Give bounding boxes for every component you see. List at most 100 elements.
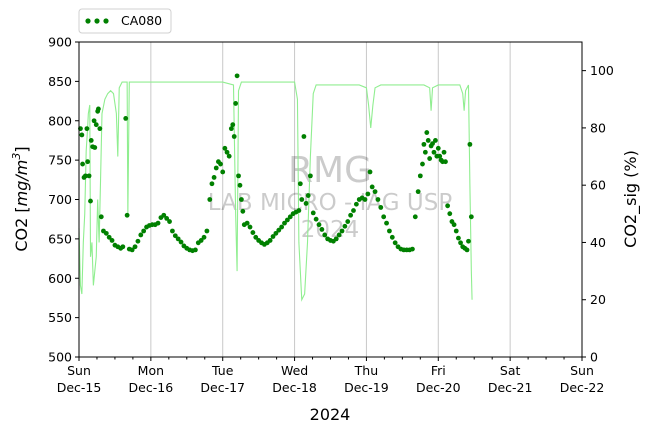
co2-point — [230, 122, 236, 128]
co2-point — [231, 134, 237, 139]
x-tick-label-date: Dec-18 — [272, 380, 317, 395]
co2-point — [410, 246, 415, 252]
co2-point — [220, 169, 226, 175]
co2-point — [424, 130, 430, 135]
co2-point — [284, 217, 290, 223]
co2-point — [164, 216, 170, 221]
co2-point — [351, 208, 356, 213]
co2-point — [445, 203, 451, 209]
co2-point — [250, 230, 256, 235]
co2-point — [375, 197, 381, 202]
watermark-line-2: LAB MICRO - IAG USP — [208, 190, 453, 216]
co2-point — [336, 232, 342, 238]
y-axis-title-prefix: CO2 [ — [12, 206, 31, 251]
co2-point — [233, 101, 239, 106]
y-axis-title-unit: mg/m — [12, 160, 31, 207]
co2-point — [417, 173, 423, 179]
co2-point — [247, 224, 253, 230]
legend-box — [78, 8, 172, 34]
co2-point — [97, 126, 103, 132]
co2-point — [431, 149, 437, 155]
co2-point — [422, 149, 428, 155]
co2-point — [297, 181, 303, 187]
co2-point — [316, 222, 322, 228]
co2-signal-line — [78, 81, 473, 302]
co2-point — [83, 173, 88, 179]
co2-point — [372, 189, 378, 195]
co2-point — [299, 197, 305, 202]
co2-point — [369, 184, 375, 190]
co2-point — [228, 126, 234, 132]
co2-point — [141, 228, 147, 234]
co2-point — [387, 228, 392, 234]
y-axis-title-exponent: 3 — [10, 153, 23, 160]
x-tick-label-day: Thu — [354, 363, 378, 378]
co2-point — [389, 234, 395, 240]
y-tick-label: 750 — [48, 153, 72, 168]
co2-point — [466, 238, 471, 244]
co2-point — [301, 134, 307, 139]
co2-point — [305, 193, 311, 198]
co2-point — [412, 214, 418, 220]
co2-point — [175, 236, 181, 242]
co2-point — [425, 138, 431, 143]
co2-point — [222, 145, 228, 151]
co2-point — [362, 197, 368, 202]
co2-point — [392, 240, 398, 246]
co2-point — [88, 198, 93, 204]
co2-point — [468, 214, 474, 220]
co2-point — [319, 227, 325, 232]
co2-point — [467, 141, 473, 147]
gridlines — [150, 42, 511, 357]
y2-tick-label: 40 — [590, 235, 606, 250]
co2-point — [109, 238, 115, 243]
co2-point — [103, 230, 109, 236]
co2-point — [135, 238, 141, 244]
co2-point — [209, 181, 215, 187]
y2-tick-label: 100 — [590, 63, 614, 78]
co2-point — [441, 149, 447, 155]
co2-point — [253, 234, 259, 240]
co2-point — [287, 214, 293, 220]
y-axis-title: CO2 [mg/m3] — [10, 146, 31, 251]
x-tick-label-day: Fri — [431, 363, 446, 378]
co2-point — [96, 106, 101, 112]
co2-point — [218, 161, 223, 167]
co2-point — [91, 118, 97, 124]
y2-tick-label: 20 — [590, 292, 606, 307]
co2-point — [303, 201, 309, 206]
co2-point — [384, 220, 389, 226]
co2-point — [443, 159, 448, 165]
co2-point — [167, 219, 172, 224]
co2-point — [339, 228, 345, 234]
co2-point — [239, 197, 244, 202]
co2-point — [427, 156, 433, 161]
co2-point — [367, 169, 373, 175]
co2-point — [433, 138, 438, 143]
co2-point — [430, 141, 435, 146]
co2-point — [342, 223, 348, 229]
y-tick-label: 550 — [48, 310, 72, 325]
y2-tick-label: 0 — [590, 350, 598, 365]
co2-point — [333, 236, 339, 242]
co2-point — [453, 228, 459, 234]
co2-point — [138, 232, 144, 238]
co2-point — [193, 247, 198, 253]
co2-point — [84, 126, 90, 132]
legend-label-ca080: CA080 — [121, 13, 162, 28]
co2-point — [155, 220, 161, 226]
co2-signal-series — [78, 81, 473, 302]
x-tick-label-date: Dec-15 — [57, 380, 102, 395]
co2-point — [345, 219, 351, 224]
co2-point — [421, 141, 427, 147]
x-tick-label-date: Dec-17 — [200, 380, 245, 395]
co2-point — [310, 210, 316, 216]
y-axis-title-suffix: ] — [12, 146, 31, 152]
co2-point — [178, 239, 184, 245]
co2-point — [224, 149, 230, 155]
y-axis-left: 500 550 600 650 700 750 800 850 900 — [48, 35, 79, 365]
y-tick-label: 900 — [48, 35, 72, 50]
co2-point — [279, 224, 285, 230]
x-tick-label-date: Dec-20 — [416, 380, 461, 395]
co2-point — [307, 173, 313, 179]
